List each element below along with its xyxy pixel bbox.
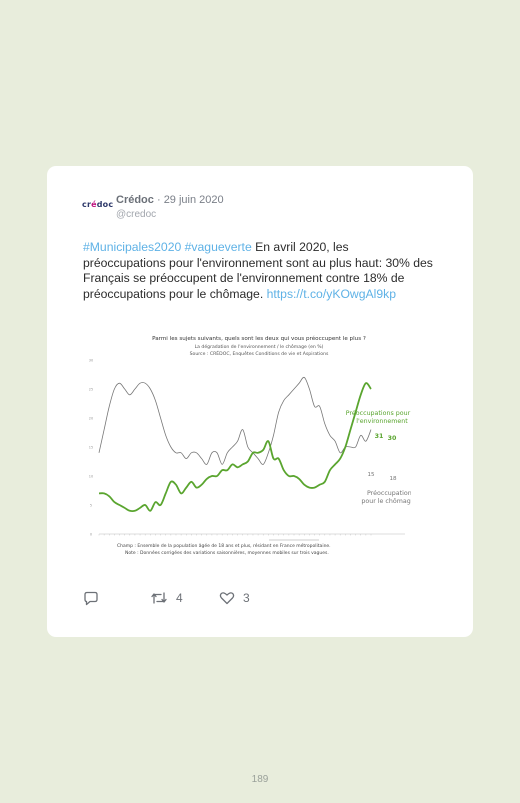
logo-text-accent: é <box>91 200 97 209</box>
unemp-series-label-1: Préoccupations <box>367 489 411 497</box>
author-handle[interactable]: @credoc <box>116 209 157 220</box>
retweet-count: 4 <box>176 591 183 605</box>
tweet-card: crédoc Crédoc · 29 juin 2020 @credoc #Mu… <box>47 166 473 637</box>
reply-icon[interactable] <box>83 591 99 606</box>
env-end-label-last: 30 <box>388 435 397 442</box>
tweet-body: En avril 2020, les préoccupations pour l… <box>83 240 433 301</box>
logo-text-suffix: doc <box>96 200 114 209</box>
retweet-action[interactable]: 4 <box>150 591 183 605</box>
env-series-label-1: Préoccupations pour <box>346 409 411 417</box>
tweet-actions: 4 3 <box>83 591 283 611</box>
y-tick-label: 10 <box>89 475 93 479</box>
unemp-end-label-prev: 15 <box>367 472 375 478</box>
logo-text-prefix: cr <box>82 200 92 209</box>
unemp-end-label-last: 18 <box>389 476 397 482</box>
heart-icon[interactable] <box>219 591 235 605</box>
y-axis-ticks: 0 5 10 15 20 25 30 <box>89 359 93 537</box>
retweet-icon[interactable] <box>150 591 168 605</box>
env-end-label-prev: 31 <box>375 433 384 440</box>
y-tick-label: 25 <box>89 388 93 392</box>
chart-image[interactable]: Parmi les sujets suivants, quels sont le… <box>81 330 411 570</box>
tweet-link[interactable]: https://t.co/yKOwgAl9kp <box>266 286 396 301</box>
y-tick-label: 30 <box>89 359 93 363</box>
reply-action[interactable] <box>83 591 99 606</box>
credoc-logo: crédoc <box>82 200 114 214</box>
hashtag-vagueverte[interactable]: #vagueverte <box>184 240 252 254</box>
y-tick-label: 15 <box>89 446 93 450</box>
y-tick-label: 5 <box>90 504 92 508</box>
date-separator: · <box>153 194 164 206</box>
y-tick-label: 0 <box>90 533 92 537</box>
chart-subtitle-1: La dégradation de l'environnement / le c… <box>195 343 324 350</box>
chart-footnote-1: Champ : Ensemble de la population âgée d… <box>117 542 331 549</box>
unemp-series-label-2: pour le chômage <box>361 497 411 505</box>
tweet-text: #Municipales2020 #vagueverte En avril 20… <box>83 240 433 302</box>
like-count: 3 <box>243 591 250 605</box>
chart-svg: Parmi les sujets suivants, quels sont le… <box>89 335 411 556</box>
like-action[interactable]: 3 <box>219 591 250 605</box>
chart-subtitle-2: Source : CRÉDOC, Enquêtes Conditions de … <box>190 349 329 357</box>
chart-footnote-2: Note : Données corrigées des variations … <box>125 549 329 556</box>
tweet-date[interactable]: 29 juin 2020 <box>163 194 224 206</box>
author-name[interactable]: Crédoc <box>116 194 154 206</box>
chart-title: Parmi les sujets suivants, quels sont le… <box>152 335 366 342</box>
env-series-label-2: l'environnement <box>356 418 408 425</box>
unemployment-series-line <box>98 376 372 465</box>
hashtag-municipales[interactable]: #Municipales2020 <box>83 240 182 254</box>
tweet-author-line: Crédoc · 29 juin 2020 <box>116 194 224 206</box>
y-tick-label: 20 <box>89 417 93 421</box>
x-axis-ticks <box>98 534 372 536</box>
page-number: 189 <box>251 774 269 785</box>
environment-series-line <box>98 382 372 513</box>
